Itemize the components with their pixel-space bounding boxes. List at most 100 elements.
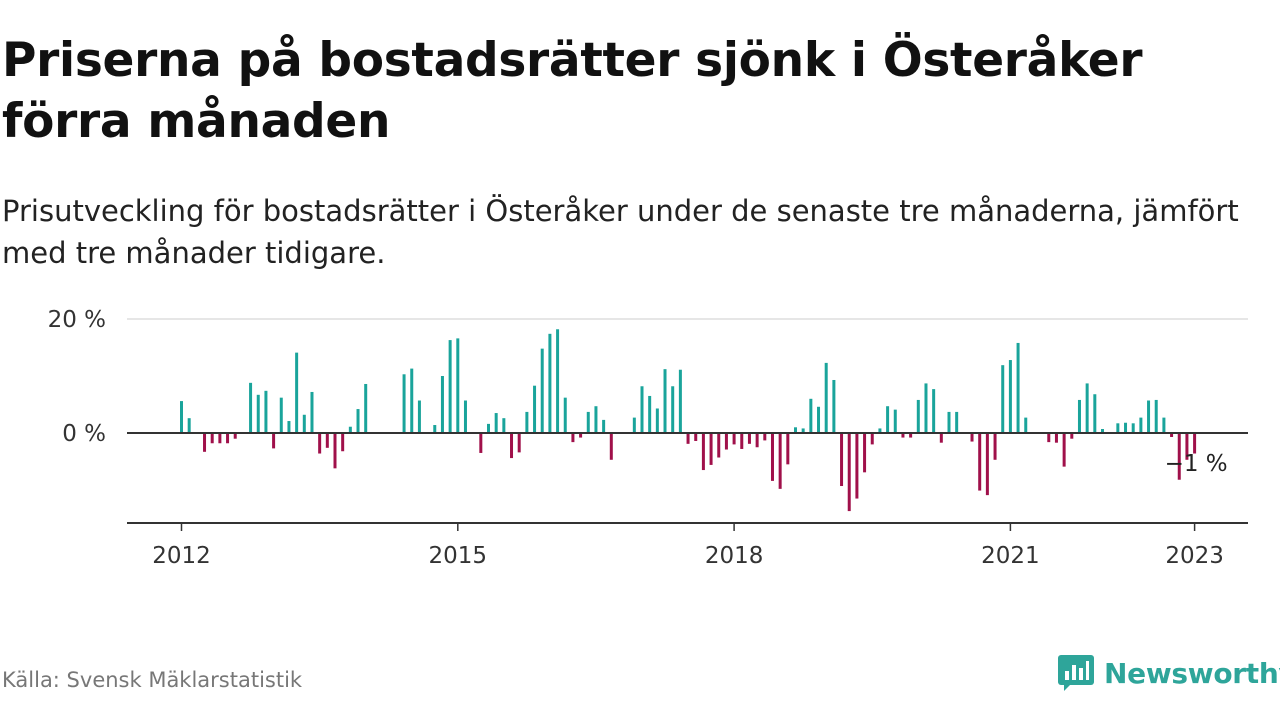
bar	[364, 383, 368, 433]
bar	[978, 433, 982, 491]
bar	[1101, 429, 1104, 433]
bar	[1170, 433, 1174, 437]
bar	[287, 421, 291, 433]
bar	[548, 333, 552, 433]
bar	[1177, 433, 1181, 480]
bar	[417, 400, 421, 433]
price-change-bar-chart: 2012 2015 2018 2021 2023 0 % 20 % −1 %	[48, 307, 1248, 569]
bar	[494, 413, 498, 433]
bar	[1085, 383, 1089, 433]
bar	[302, 414, 306, 433]
bar	[463, 400, 467, 433]
bar	[279, 397, 283, 433]
bar	[778, 433, 782, 489]
bar	[1093, 394, 1097, 433]
bar	[402, 374, 406, 433]
bar	[840, 433, 844, 487]
bar	[809, 398, 813, 433]
bar	[1062, 433, 1066, 467]
bar	[180, 401, 183, 433]
bar	[847, 433, 851, 512]
bar	[878, 428, 882, 433]
bar	[318, 433, 322, 454]
bar	[1124, 422, 1128, 433]
bar	[1016, 342, 1020, 433]
x-tick-label: 2015	[429, 543, 488, 569]
bar	[1070, 433, 1074, 439]
bar	[341, 433, 345, 452]
bar	[456, 338, 460, 433]
bar	[563, 397, 567, 433]
bar	[333, 433, 337, 469]
bar	[1139, 417, 1143, 433]
bar	[855, 433, 859, 499]
bar	[1116, 423, 1120, 433]
bar	[233, 433, 237, 439]
y-tick-label: 0 %	[62, 421, 106, 447]
bar	[433, 425, 437, 433]
bar	[794, 427, 797, 433]
bar	[655, 408, 659, 433]
bar	[226, 433, 230, 444]
bar	[1193, 433, 1197, 454]
bar	[632, 417, 636, 433]
bar	[678, 369, 682, 433]
bar	[763, 433, 767, 441]
bar	[356, 409, 360, 433]
bar	[249, 382, 253, 433]
bar	[1154, 399, 1158, 433]
bar	[1077, 399, 1081, 433]
bar	[694, 433, 698, 441]
bar	[755, 433, 759, 448]
bar	[640, 386, 644, 433]
bar	[609, 433, 613, 460]
bar	[1054, 433, 1058, 443]
newsworthy-brand[interactable]: Newsworthy	[1058, 655, 1280, 691]
bar	[1001, 365, 1005, 433]
bar	[870, 433, 874, 445]
x-tick-label: 2023	[1165, 543, 1224, 569]
bar	[671, 386, 675, 433]
bar	[1008, 360, 1012, 433]
bar	[955, 411, 959, 433]
bar	[203, 433, 207, 452]
bar	[1147, 400, 1151, 433]
bar	[440, 376, 444, 433]
bar	[295, 352, 299, 433]
bar	[770, 433, 774, 481]
x-tick-label: 2018	[705, 543, 764, 569]
bar	[571, 433, 575, 443]
bar	[786, 433, 790, 465]
bar	[556, 329, 560, 433]
chart-subtitle: Prisutveckling för bostadsrätter i Öster…	[2, 194, 1239, 270]
bar	[893, 409, 897, 433]
bar	[187, 418, 191, 433]
bar	[985, 433, 989, 496]
bar	[909, 433, 913, 438]
bar	[863, 433, 867, 473]
bar	[970, 433, 974, 442]
last-value-label: −1 %	[1165, 451, 1228, 477]
bar	[724, 433, 728, 450]
bar	[832, 379, 836, 433]
x-tick-label: 2021	[981, 543, 1040, 569]
bar	[517, 433, 521, 453]
bar	[602, 419, 606, 433]
bar	[310, 391, 314, 433]
bar	[701, 433, 705, 471]
bar	[663, 369, 667, 433]
bar	[732, 433, 736, 445]
bar	[510, 433, 514, 459]
bar	[540, 348, 544, 433]
bar	[901, 433, 905, 438]
bar	[740, 433, 744, 449]
y-tick-label: 20 %	[48, 307, 106, 333]
bar	[916, 399, 920, 433]
brand-name: Newsworthy	[1104, 656, 1280, 690]
bar	[502, 418, 506, 433]
tick-labels: 2012 2015 2018 2021 2023 0 % 20 % −1 %	[48, 307, 1228, 569]
bar	[533, 385, 537, 433]
bar	[1185, 433, 1189, 460]
bar	[218, 433, 222, 444]
bar	[648, 395, 652, 433]
